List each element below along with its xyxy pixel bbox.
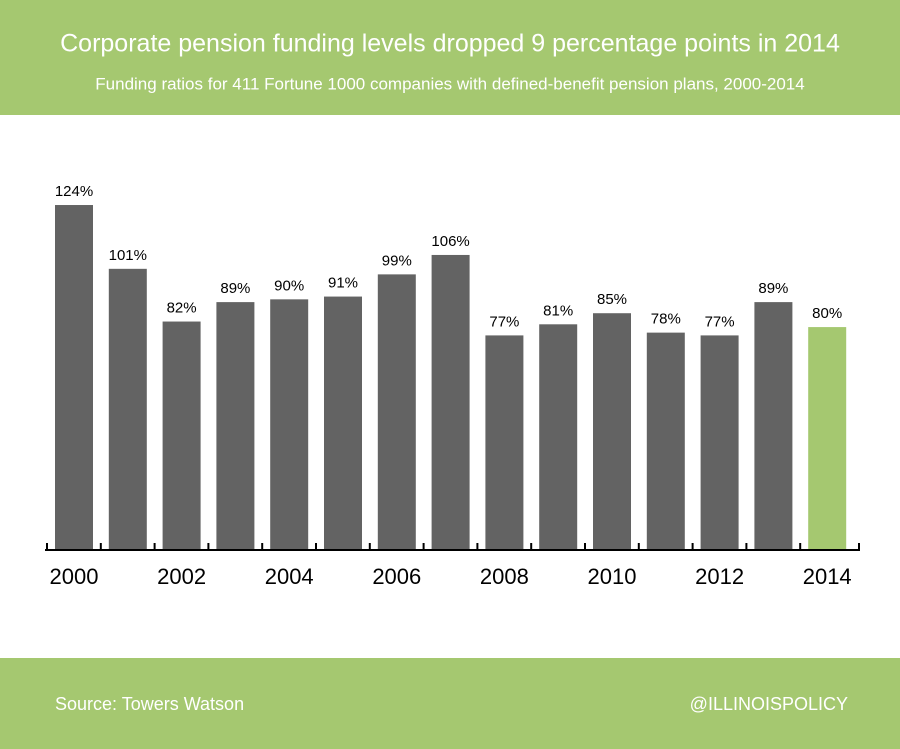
credit: @ILLINOISPOLICY <box>690 694 848 714</box>
value-label: 124% <box>55 183 93 200</box>
value-label: 77% <box>705 313 735 330</box>
chart-subtitle: Funding ratios for 411 Fortune 1000 comp… <box>95 74 804 93</box>
bar <box>808 327 847 549</box>
value-label: 106% <box>431 233 469 250</box>
bar <box>539 324 578 549</box>
value-label: 81% <box>543 302 573 319</box>
value-label: 78% <box>651 311 681 328</box>
value-label: 91% <box>328 275 358 292</box>
x-tick-label: 2010 <box>588 564 637 589</box>
footer-band <box>0 658 900 749</box>
bar <box>593 313 631 549</box>
bar <box>646 332 685 549</box>
chart-title: Corporate pension funding levels dropped… <box>60 30 840 58</box>
value-label: 82% <box>167 300 197 317</box>
value-label: 99% <box>382 252 412 269</box>
value-label: 101% <box>109 247 147 264</box>
x-tick-label: 2012 <box>695 564 744 589</box>
bar <box>216 302 255 549</box>
value-label: 80% <box>812 305 842 322</box>
bar <box>700 335 739 549</box>
bar <box>162 321 201 549</box>
bar <box>55 205 93 550</box>
bar <box>431 254 470 549</box>
header-band <box>0 0 900 115</box>
bar <box>485 335 524 549</box>
value-label: 89% <box>220 280 250 297</box>
bar <box>324 296 362 549</box>
x-tick-label: 2008 <box>480 564 529 589</box>
value-label: 85% <box>597 291 627 308</box>
bar <box>377 274 416 549</box>
value-label: 77% <box>489 313 519 330</box>
bar <box>270 299 309 549</box>
x-tick-label: 2000 <box>50 564 99 589</box>
x-tick-label: 2006 <box>372 564 421 589</box>
x-tick-label: 2014 <box>803 564 852 589</box>
bar <box>108 268 147 549</box>
x-tick-label: 2004 <box>265 564 314 589</box>
value-label: 89% <box>758 280 788 297</box>
x-tick-label: 2002 <box>157 564 206 589</box>
source: Source: Towers Watson <box>55 694 244 714</box>
value-label: 90% <box>274 277 304 294</box>
bar <box>754 302 793 549</box>
